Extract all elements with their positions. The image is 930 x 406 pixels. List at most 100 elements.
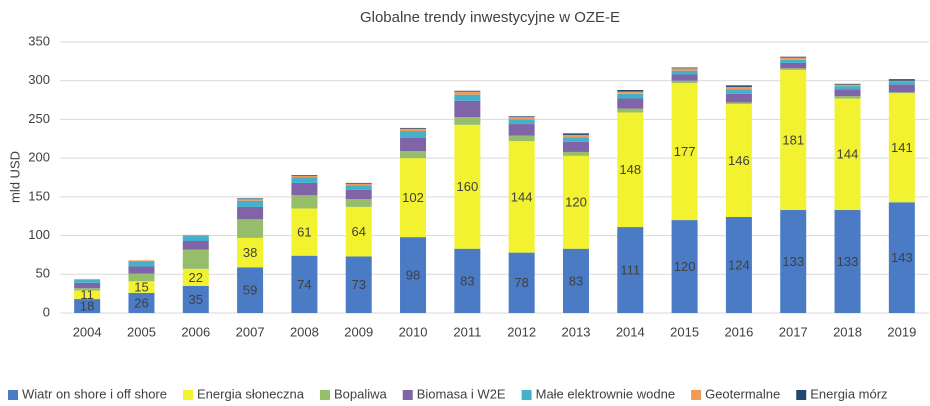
bar-segment xyxy=(725,216,752,313)
bar-segment xyxy=(617,90,644,92)
bar-segment xyxy=(74,290,101,300)
bar-segment xyxy=(345,199,372,207)
data-label: 144 xyxy=(511,189,533,204)
bar-segment xyxy=(128,281,155,293)
bar-segment xyxy=(725,89,752,94)
legend-swatch xyxy=(691,390,702,400)
legend-swatch xyxy=(521,390,532,400)
data-label: 133 xyxy=(837,254,859,269)
bar-segment xyxy=(237,200,264,207)
data-label: 74 xyxy=(297,277,311,292)
bar-segment xyxy=(888,81,915,85)
bar-segment xyxy=(888,92,915,94)
bar-segment xyxy=(617,91,644,94)
bar-segment xyxy=(671,220,698,313)
bar-segment xyxy=(182,234,209,236)
y-tick-label: 300 xyxy=(28,72,50,87)
bar-segment xyxy=(834,84,861,87)
data-label: 120 xyxy=(674,259,696,274)
bar-segment xyxy=(345,185,372,190)
bar-segment xyxy=(617,108,644,113)
bar-segment xyxy=(128,266,155,274)
bar-segment xyxy=(562,248,589,313)
x-tick-label: 2004 xyxy=(73,324,102,339)
data-label: 160 xyxy=(456,179,478,194)
bar-segment xyxy=(725,103,752,217)
bar-segment xyxy=(400,138,427,152)
bar-segment xyxy=(780,57,807,60)
bar-segment xyxy=(888,79,915,81)
bar-segment xyxy=(834,89,861,97)
data-label: 22 xyxy=(189,270,203,285)
bar-segment xyxy=(237,198,264,200)
y-tick-label: 350 xyxy=(28,33,50,48)
bar-segment xyxy=(74,278,101,280)
data-label: 73 xyxy=(351,277,365,292)
x-tick-label: 2009 xyxy=(344,324,373,339)
bar-segment xyxy=(400,128,427,132)
legend-label: Biomasa i W2E xyxy=(417,386,506,401)
bar-segment xyxy=(671,83,698,221)
legend-swatch xyxy=(183,390,193,400)
bar-segment xyxy=(617,98,644,109)
legend-swatch xyxy=(796,390,807,400)
bar-segment xyxy=(345,189,372,200)
bar-segment xyxy=(508,252,535,313)
legend-label: Energia słoneczna xyxy=(197,386,305,401)
x-tick-label: 2013 xyxy=(562,324,591,339)
bar-segment xyxy=(780,68,807,70)
legend-swatch xyxy=(8,390,18,400)
data-label: 35 xyxy=(189,292,203,307)
bar-segment xyxy=(671,80,698,84)
bar-segment xyxy=(671,70,698,75)
bar-segment xyxy=(182,240,209,250)
data-label: 120 xyxy=(565,195,587,210)
bar-segment xyxy=(291,177,318,183)
data-label: 18 xyxy=(80,298,94,313)
x-tick-label: 2008 xyxy=(290,324,319,339)
x-tick-label: 2018 xyxy=(833,324,862,339)
y-tick-label: 50 xyxy=(36,266,50,281)
chart-title: Globalne trendy inwestycyjne w OZE-E xyxy=(360,9,620,26)
bar-segment xyxy=(291,175,318,176)
bar-segment xyxy=(74,279,101,283)
bar-segment xyxy=(400,158,427,238)
bar-segment xyxy=(400,127,427,129)
y-axis-label: mld USD xyxy=(7,151,22,203)
y-tick-label: 150 xyxy=(28,188,50,203)
bar-segment xyxy=(74,288,101,291)
data-label: 83 xyxy=(569,273,583,288)
data-label: 133 xyxy=(782,254,804,269)
bar-segment xyxy=(345,182,372,184)
bar-segment xyxy=(562,155,589,249)
bar-segment xyxy=(617,112,644,228)
bar-segment xyxy=(454,94,481,101)
bar-segment xyxy=(725,85,752,87)
bar-segment xyxy=(562,151,589,156)
bar-segment xyxy=(834,98,861,211)
bar-segment xyxy=(182,285,209,313)
bar-segment xyxy=(780,210,807,313)
bar-segment xyxy=(562,137,589,142)
data-label: 102 xyxy=(402,190,424,205)
bar-segment xyxy=(454,90,481,92)
bar-segment xyxy=(834,86,861,90)
data-label: 141 xyxy=(891,140,913,155)
data-label: 78 xyxy=(514,275,528,290)
bar-segment xyxy=(508,124,535,136)
bar-segment xyxy=(834,210,861,313)
bar-segment xyxy=(454,124,481,249)
bar-segment xyxy=(725,102,752,104)
bar-segment xyxy=(291,208,318,256)
bar-segment xyxy=(508,141,535,253)
bar-segment xyxy=(508,117,535,120)
bar-segment xyxy=(400,237,427,313)
data-label: 59 xyxy=(243,283,257,298)
data-label: 11 xyxy=(80,287,94,302)
bar-segment xyxy=(617,227,644,313)
bar-segment xyxy=(888,93,915,203)
y-tick-label: 0 xyxy=(43,304,50,319)
data-label: 124 xyxy=(728,257,750,272)
bar-segment xyxy=(454,248,481,313)
